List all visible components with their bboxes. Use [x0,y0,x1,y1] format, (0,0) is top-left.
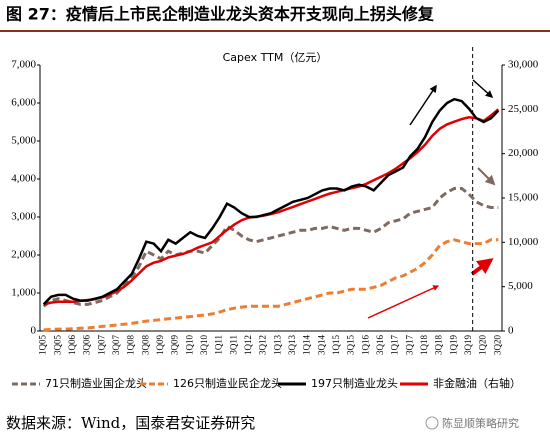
x-tick-label: 1Q11 [214,335,224,355]
x-tick-label: 3Q12 [258,335,268,355]
x-tick-label: 3Q14 [316,335,326,355]
x-tick-label: 1Q20 [478,335,488,355]
x-tick-label: 1Q14 [302,335,312,355]
arrow [472,79,494,99]
legend-label: 非金融油（右轴） [433,376,521,390]
y-tick-label: 7,000 [11,59,36,71]
x-tick-label: 1Q12 [243,335,253,355]
arrow [470,258,494,276]
y2-tick-label: 10,000 [508,236,539,248]
chart-subtitle: Capex TTM（亿元） [223,51,328,64]
y-tick-label: 4,000 [11,173,36,185]
x-tick-label: 3Q09 [170,335,180,355]
legend-label: 71只制造业国企龙头 [45,376,147,390]
source: 数据来源：Wind，国泰君安证券研究 [6,414,255,432]
y2-tick-label: 30,000 [508,59,539,71]
y-tick-label: 2,000 [11,249,36,261]
x-tick-label: 3Q11 [228,335,238,355]
x-tick-label: 1Q09 [155,335,165,355]
x-tick-label: 3Q19 [463,335,473,355]
y2-tick-label: 5,000 [508,280,533,292]
x-tick-label: 3Q15 [346,335,356,355]
x-tick-label: 3Q16 [375,335,385,355]
series-line [42,97,500,306]
series-line [42,187,499,308]
series-line [43,238,499,332]
arrow [409,84,437,126]
x-tick-label: 1Q16 [360,335,370,355]
y-tick-label: 3,000 [11,211,36,223]
y2-tick-label: 25,000 [508,103,539,115]
x-tick-label: 1Q10 [184,335,194,355]
x-tick-label: 1Q18 [419,335,429,355]
x-tick-label: 1Q05 [38,335,48,355]
x-tick-label: 1Q08 [126,335,136,355]
x-tick-label: 3Q06 [82,335,92,355]
chart-title: 图 27：疫情后上市民企制造业龙头资本开支现向上拐头修复 [6,5,435,24]
y-tick-label: 0 [31,325,37,337]
x-tick-label: 1Q19 [448,335,458,355]
x-tick-label: 3Q20 [492,335,502,355]
x-tick-label: 1Q15 [331,335,341,355]
x-tick-label: 1Q07 [96,335,106,355]
x-tick-label: 1Q13 [272,335,282,355]
legend-label: 126只制造业民企龙头 [173,376,282,390]
arrow [367,285,440,319]
legend-label: 197只制造业龙头 [311,376,398,390]
x-tick-label: 3Q05 [52,335,62,355]
x-tick-label: 3Q10 [199,335,209,355]
watermark: 陈显顺策略研究 [442,416,519,430]
x-tick-label: 3Q18 [434,335,444,355]
arrow [477,167,496,186]
x-tick-label: 3Q08 [140,335,150,355]
y-tick-label: 6,000 [11,97,36,109]
y-tick-label: 5,000 [11,135,36,147]
y2-tick-label: 15,000 [508,192,539,204]
y-tick-label: 1,000 [11,287,36,299]
x-tick-label: 3Q17 [404,335,414,355]
x-tick-label: 1Q06 [67,335,77,355]
x-tick-label: 1Q17 [390,335,400,355]
x-tick-label: 3Q13 [287,335,297,355]
watermark-icon [425,416,439,430]
y2-tick-label: 20,000 [508,147,539,159]
y2-tick-label: 0 [508,325,514,337]
x-tick-label: 3Q07 [111,335,121,355]
